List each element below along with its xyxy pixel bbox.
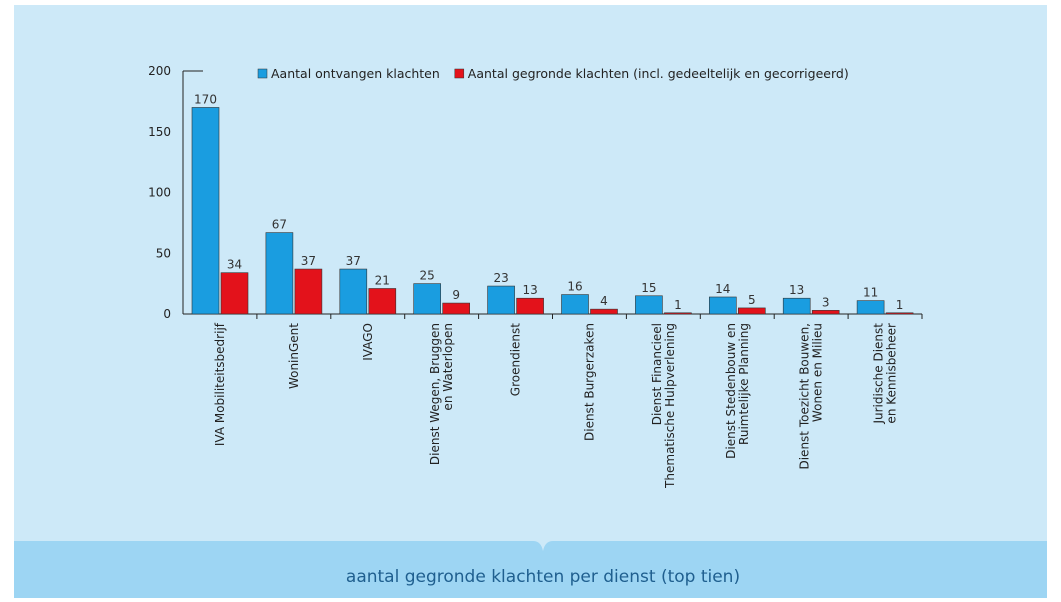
value-label: 15 bbox=[641, 281, 656, 295]
bar bbox=[265, 232, 294, 315]
y-tick-label: 0 bbox=[163, 307, 171, 321]
bar bbox=[782, 297, 811, 315]
value-label: 25 bbox=[420, 269, 435, 283]
bar bbox=[635, 295, 663, 315]
bar bbox=[811, 310, 840, 315]
value-label: 16 bbox=[567, 280, 582, 294]
category-label: Juridische Dienst en Kennisbeheer bbox=[872, 323, 899, 425]
value-label: 37 bbox=[346, 254, 361, 268]
category-label: Dienst Burgerzaken bbox=[583, 323, 597, 441]
value-label: 13 bbox=[522, 283, 537, 297]
category-label: IVAGO bbox=[361, 323, 375, 361]
legend-label: Aantal ontvangen klachten bbox=[271, 66, 440, 81]
value-label: 67 bbox=[272, 218, 287, 232]
x-tick-label: Juridische Dienst bbox=[872, 323, 886, 425]
bar bbox=[708, 296, 737, 315]
legend-swatch bbox=[257, 68, 268, 79]
value-label: 13 bbox=[789, 283, 804, 297]
x-tick-label: Ruimtelijke Planning bbox=[737, 323, 751, 445]
caption: aantal gegronde klachten per dienst (top… bbox=[346, 567, 740, 587]
y-tick-label: 150 bbox=[148, 125, 171, 139]
x-tick-label: Dienst Burgerzaken bbox=[583, 323, 597, 441]
bar bbox=[191, 107, 220, 315]
bar bbox=[737, 307, 766, 315]
value-label: 21 bbox=[375, 273, 390, 287]
x-tick-label: Groendienst bbox=[509, 323, 523, 396]
x-tick-label: Dienst Stedenbouw en bbox=[724, 323, 738, 459]
bar bbox=[664, 312, 692, 315]
value-label: 1 bbox=[674, 298, 682, 312]
category-label: IVA Mobiliteitsbedrijf bbox=[213, 322, 227, 446]
value-label: 3 bbox=[822, 295, 830, 309]
x-tick-label: Thematische Hulpverlening bbox=[663, 323, 677, 489]
bar bbox=[339, 268, 368, 315]
caption-band bbox=[14, 541, 1047, 598]
value-label: 11 bbox=[863, 286, 878, 300]
value-label: 23 bbox=[493, 271, 508, 285]
bar bbox=[856, 300, 885, 315]
value-label: 37 bbox=[301, 254, 316, 268]
value-label: 34 bbox=[227, 258, 242, 272]
bar bbox=[220, 272, 249, 315]
x-tick-label: Dienst Financieel bbox=[650, 323, 664, 425]
value-label: 9 bbox=[452, 288, 460, 302]
category-label: Dienst Wegen, Bruggen en Waterlopen bbox=[428, 323, 455, 465]
x-tick-label: Dienst Wegen, Bruggen bbox=[428, 323, 442, 465]
value-label: 170 bbox=[194, 92, 217, 106]
x-tick-label: IVA Mobiliteitsbedrijf bbox=[213, 322, 227, 446]
y-tick-label: 200 bbox=[148, 64, 171, 78]
bar bbox=[561, 294, 589, 315]
x-tick-label: WoninGent bbox=[287, 323, 301, 389]
value-label: 1 bbox=[896, 298, 904, 312]
category-label: Dienst Stedenbouw en Ruimtelijke Planning bbox=[724, 323, 751, 459]
bar bbox=[590, 308, 618, 315]
legend-swatch bbox=[454, 68, 465, 79]
value-label: 5 bbox=[748, 293, 756, 307]
legend-label: Aantal gegronde klachten (incl. gedeelte… bbox=[468, 66, 849, 81]
bar bbox=[442, 302, 471, 315]
x-tick-label: en Waterlopen bbox=[441, 323, 455, 411]
x-tick-label: en Kennisbeheer bbox=[885, 323, 899, 424]
bar bbox=[516, 297, 544, 315]
category-label: Dienst Financieel Thematische Hulpverleni… bbox=[650, 323, 677, 489]
bar bbox=[368, 288, 397, 315]
category-label: Groendienst bbox=[509, 323, 523, 396]
bar bbox=[413, 283, 442, 315]
bar bbox=[487, 285, 515, 315]
category-label: Dienst Toezicht Bouwen, Wonen en Milieu bbox=[798, 323, 825, 470]
value-label: 14 bbox=[715, 282, 730, 296]
x-tick-label: Dienst Toezicht Bouwen, bbox=[798, 323, 812, 470]
x-tick-label: Wonen en Milieu bbox=[811, 323, 825, 422]
bar bbox=[885, 312, 914, 315]
y-tick-label: 100 bbox=[148, 186, 171, 200]
bar bbox=[294, 268, 323, 315]
x-tick-label: IVAGO bbox=[361, 323, 375, 361]
category-label: WoninGent bbox=[287, 323, 301, 389]
value-label: 4 bbox=[600, 294, 608, 308]
y-tick-label: 50 bbox=[156, 246, 171, 260]
